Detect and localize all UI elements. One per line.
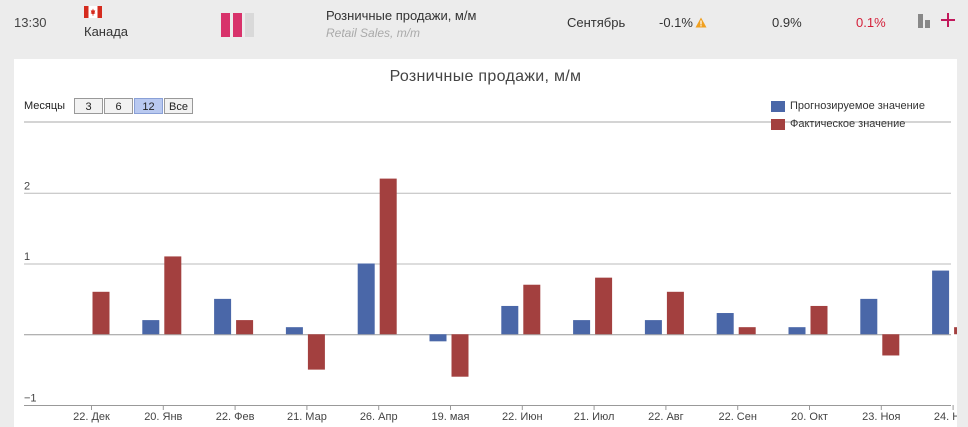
- bar-actual: [307, 334, 325, 370]
- bar-forecast: [716, 313, 734, 335]
- chart-panel: 2 1 −1 22. Дек 20. Янв 22. Фев 21. Мар 26. Апр 1…: [14, 59, 957, 427]
- legend-swatch-actual: [771, 119, 785, 130]
- bar-actual: [164, 256, 182, 335]
- x-tick-label: 23. Ноя: [862, 411, 900, 423]
- bar-actual: [523, 284, 541, 335]
- bar-actual: [810, 305, 828, 335]
- event-country: Канада: [84, 24, 129, 39]
- event-title[interactable]: Розничные продажи, м/м: [326, 8, 477, 23]
- chart-title: Розничные продажи, м/м: [389, 68, 582, 85]
- bar-forecast: [429, 334, 447, 342]
- bar-chart-icon[interactable]: [917, 14, 931, 28]
- plus-icon[interactable]: [940, 10, 956, 30]
- canada-flag-icon: [84, 6, 102, 18]
- bar-actual: [379, 178, 397, 335]
- importance-bar: [245, 13, 254, 37]
- bar-forecast: [788, 327, 806, 335]
- range-button-6[interactable]: 6: [104, 98, 133, 114]
- bar-actual: [595, 277, 613, 335]
- bar-actual: [92, 291, 110, 335]
- range-label: Месяцы: [24, 100, 66, 112]
- x-tick-label: 24. Ноя: [934, 411, 957, 423]
- range-button-12[interactable]: 12: [134, 98, 163, 114]
- x-tick-label: 19. мая: [432, 411, 470, 423]
- bar-forecast: [573, 320, 591, 335]
- range-button-3[interactable]: 3: [74, 98, 103, 114]
- x-tick-label: 20. Янв: [144, 411, 182, 423]
- x-tick-label: 21. Мар: [287, 411, 327, 423]
- x-tick-label: 21. Июл: [574, 411, 615, 423]
- legend-swatch-forecast: [771, 101, 785, 112]
- bar-actual: [666, 291, 684, 335]
- bar-actual: [738, 327, 756, 335]
- event-subtitle: Retail Sales, m/m: [326, 26, 421, 40]
- bar-actual: [236, 320, 254, 335]
- y-tick-label: −1: [24, 393, 37, 405]
- event-previous-value: 0.1%: [856, 15, 886, 30]
- bar-forecast: [501, 305, 519, 335]
- bar-forecast: [142, 320, 160, 335]
- bar-chart: 2 1 −1 22. Дек 20. Янв 22. Фев 21. Мар 26. Апр 1…: [24, 121, 957, 423]
- x-tick-label: 22. Авг: [648, 411, 684, 423]
- bar-forecast: [860, 298, 878, 335]
- x-tick-label: 22. Сен: [718, 411, 756, 423]
- bar-forecast: [214, 298, 232, 335]
- x-tick-label: 22. Дек: [73, 411, 110, 423]
- legend-label-actual: Фактическое значение: [790, 118, 906, 130]
- event-forecast-value: 0.9%: [772, 15, 802, 30]
- importance-bar: [233, 13, 242, 37]
- event-actual-value: -0.1%: [659, 15, 693, 30]
- x-tick-label: 26. Апр: [360, 411, 398, 423]
- legend-label-forecast: Прогнозируемое значение: [790, 100, 925, 112]
- y-tick-label: 2: [24, 180, 30, 192]
- bar-actual: [451, 334, 469, 377]
- bar-forecast: [644, 320, 662, 335]
- importance-bar: [221, 13, 230, 37]
- event-period: Сентябрь: [567, 15, 626, 30]
- bar-forecast: [285, 327, 303, 335]
- bar-actual: [954, 327, 957, 335]
- x-tick-label: 22. Июн: [502, 411, 543, 423]
- x-tick-label: 22. Фев: [216, 411, 255, 423]
- bar-actual: [882, 334, 900, 356]
- warning-icon: [695, 17, 707, 28]
- bar-forecast: [932, 270, 950, 335]
- event-time: 13:30: [14, 15, 47, 30]
- bar-forecast: [357, 263, 375, 335]
- x-tick-label: 20. Окт: [791, 411, 828, 423]
- event-row: 13:30 Канада Розничные продажи, м/м Reta…: [0, 0, 968, 50]
- y-tick-label: 1: [24, 251, 30, 263]
- range-button-all[interactable]: Все: [164, 98, 193, 114]
